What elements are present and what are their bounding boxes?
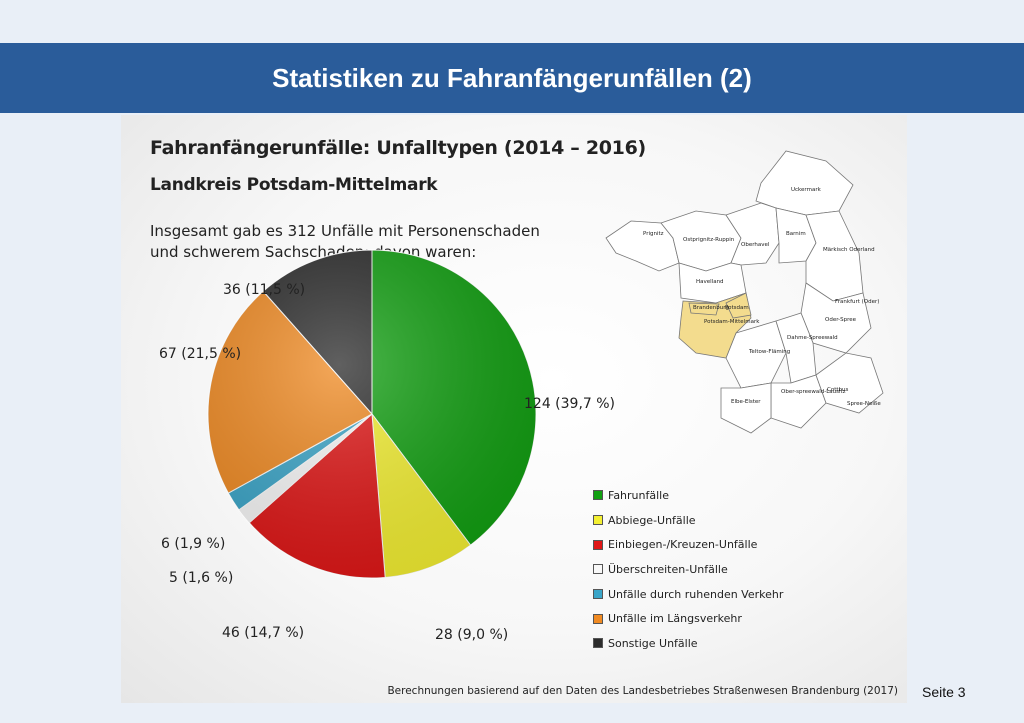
- description-line-1: Insgesamt gab es 312 Unfälle mit Persone…: [150, 222, 540, 240]
- legend-swatch: [593, 564, 603, 575]
- map-region-label: Elbe-Elster: [731, 399, 761, 405]
- map-region-label: Potsdam-Mittelmark: [704, 319, 760, 325]
- chart-heading: Fahranfängerunfälle: Unfalltypen (2014 –…: [150, 137, 646, 159]
- map-region-label: Frankfurt (Oder): [835, 299, 879, 305]
- map-region-label: Brandenburg: [693, 305, 729, 311]
- map-region-label: Märkisch Oderland: [823, 247, 875, 253]
- map-region-spree-neisse: [815, 352, 884, 414]
- map-region-label: Uckermark: [791, 187, 822, 193]
- data-label-ueberschreiten: 5 (1,6 %): [169, 570, 234, 586]
- data-label-abbiege: 28 (9,0 %): [435, 627, 509, 643]
- map-region-label: Spree-Neiße: [847, 401, 881, 407]
- chart-legend: Fahrunfälle Abbiege-Unfälle Einbiegen-/K…: [593, 483, 783, 656]
- legend-label: Unfälle im Längsverkehr: [608, 612, 742, 626]
- map-region-label: Havelland: [696, 279, 724, 285]
- legend-label: Überschreiten-Unfälle: [608, 562, 728, 576]
- legend-swatch: [593, 589, 603, 600]
- map-region-label: Cottbus: [827, 387, 848, 393]
- data-label-einbiegen: 46 (14,7 %): [222, 625, 305, 641]
- legend-item: Einbiegen-/Kreuzen-Unfälle: [593, 532, 783, 557]
- legend-swatch: [593, 515, 603, 526]
- source-note: Berechnungen basierend auf den Daten des…: [387, 685, 898, 697]
- chart-subheading: Landkreis Potsdam-Mittelmark: [150, 175, 438, 195]
- pie-slices: [207, 249, 537, 579]
- map-region-elbe-elster: [720, 382, 772, 434]
- map-region-potsdam: [725, 292, 752, 319]
- map-region-label: Teltow-Fläming: [748, 349, 790, 355]
- chart-panel: Fahranfängerunfälle: Unfalltypen (2014 –…: [121, 115, 907, 703]
- map-region-label: Ober-spreewald-Lausitz: [781, 389, 846, 395]
- legend-label: Einbiegen-/Kreuzen-Unfälle: [608, 538, 758, 552]
- map-region-label: Oder-Spree: [825, 317, 857, 323]
- map-region-brandenburg: [688, 302, 720, 316]
- legend-item: Unfälle im Längsverkehr: [593, 606, 783, 631]
- map-region-label: Barnim: [786, 231, 806, 237]
- legend-item: Fahrunfälle: [593, 483, 783, 508]
- map-region-oberhavel: [725, 202, 780, 266]
- legend-swatch: [593, 539, 603, 550]
- legend-label: Sonstige Unfälle: [608, 636, 698, 650]
- legend-swatch: [593, 638, 603, 649]
- map-labels: Prignitz Ostprignitz-Ruppin Uckermark Oberh…: [643, 187, 881, 407]
- legend-label: Abbiege-Unfälle: [608, 513, 696, 527]
- data-label-laengsverkehr: 67 (21,5 %): [159, 346, 242, 362]
- map-region-label: Prignitz: [643, 231, 664, 237]
- map-region-label: Oberhavel: [741, 242, 770, 248]
- legend-item: Sonstige Unfälle: [593, 631, 783, 656]
- map-region-label: Ostprignitz-Ruppin: [683, 237, 735, 243]
- data-label-fahrunfaelle: 124 (39,7 %): [524, 396, 616, 412]
- legend-label: Unfälle durch ruhenden Verkehr: [608, 587, 784, 601]
- data-label-sonstige: 36 (11,5 %): [223, 282, 306, 298]
- legend-item: Unfälle durch ruhenden Verkehr: [593, 582, 783, 607]
- brandenburg-map: Prignitz Ostprignitz-Ruppin Uckermark Oberh…: [605, 150, 884, 434]
- legend-swatch: [593, 490, 603, 501]
- legend-item: Abbiege-Unfälle: [593, 508, 783, 533]
- title-banner: Statistiken zu Fahranfängerunfällen (2): [0, 43, 1024, 113]
- data-label-ruhender-verkehr: 6 (1,9 %): [161, 536, 226, 552]
- map-region-label: Potsdam: [725, 305, 749, 311]
- slide-title: Statistiken zu Fahranfängerunfällen (2): [272, 62, 752, 93]
- page-number: Seite 3: [922, 684, 966, 700]
- map-region-label: Dahme-Spreewald: [787, 335, 838, 341]
- legend-label: Fahrunfälle: [608, 488, 669, 502]
- legend-swatch: [593, 613, 603, 624]
- map-region-havelland: [678, 262, 747, 304]
- legend-item: Überschreiten-Unfälle: [593, 557, 783, 582]
- pie-chart: [207, 249, 537, 579]
